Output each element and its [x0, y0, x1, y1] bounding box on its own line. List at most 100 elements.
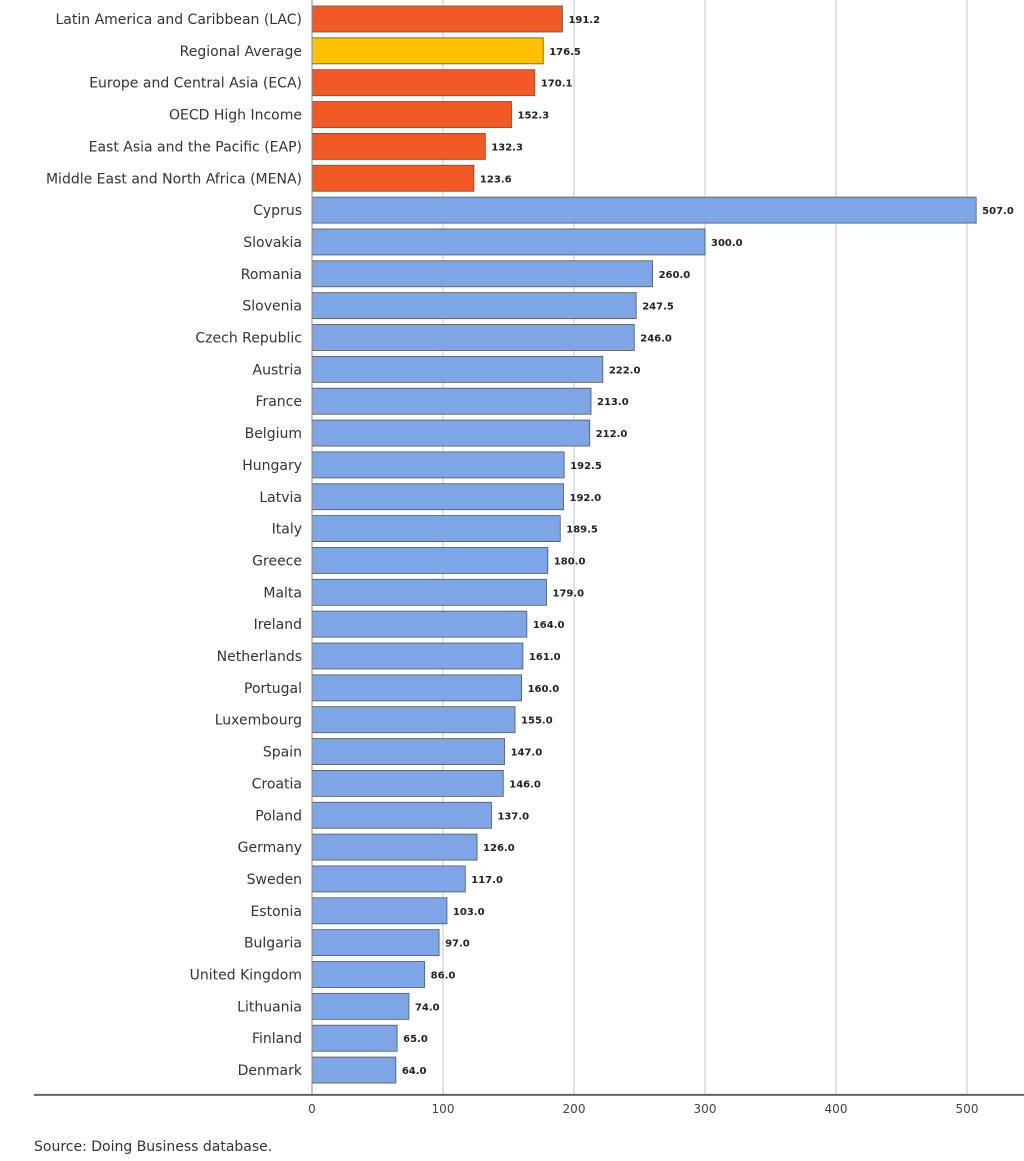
bar [311, 515, 561, 542]
bar [311, 355, 604, 383]
category-label: Spain [263, 745, 302, 761]
category-label: Latin America and Caribbean (LAC) [55, 12, 302, 28]
value-label: 222.0 [609, 365, 641, 376]
bar [311, 547, 549, 574]
bar [311, 164, 475, 192]
value-label: 212.0 [596, 429, 628, 440]
category-label: Romania [241, 267, 302, 283]
bar [311, 642, 524, 670]
bar [311, 1056, 397, 1084]
bar [311, 419, 591, 447]
category-label: Regional Average [180, 44, 302, 60]
value-label: 161.0 [529, 652, 561, 663]
x-tick-label: 500 [956, 1102, 979, 1116]
bar [311, 196, 977, 224]
bar [311, 387, 592, 415]
bar [311, 132, 486, 160]
bar [311, 961, 426, 988]
category-label: Portugal [244, 681, 302, 697]
bar [311, 801, 492, 829]
bar [311, 5, 563, 33]
category-label: Lithuania [237, 999, 302, 1015]
value-label: 146.0 [509, 779, 541, 790]
value-label: 179.0 [552, 588, 584, 599]
x-tick-label: 200 [563, 1102, 586, 1116]
category-label: Greece [252, 553, 302, 569]
x-tick-label: 300 [694, 1102, 717, 1116]
x-tick-label: 0 [308, 1102, 316, 1116]
bar [311, 610, 528, 638]
category-label: Denmark [238, 1063, 303, 1079]
value-label: 147.0 [511, 748, 543, 759]
category-label: Sweden [247, 872, 302, 888]
category-label: Latvia [259, 490, 302, 506]
value-label: 246.0 [640, 334, 672, 345]
bar [311, 101, 512, 128]
category-label: United Kingdom [190, 968, 302, 984]
category-label: France [255, 394, 302, 410]
value-label: 300.0 [711, 238, 743, 249]
value-label: 247.5 [642, 302, 674, 313]
value-label: 126.0 [483, 843, 515, 854]
x-tick-label: 100 [432, 1102, 455, 1116]
bar [311, 260, 654, 288]
category-label: Italy [272, 522, 302, 538]
category-label: Belgium [245, 426, 302, 442]
value-label: 176.5 [549, 47, 581, 58]
bar-chart: Latin America and Caribbean (LAC) Regiona… [34, 0, 1024, 1116]
bar [311, 228, 706, 256]
bar [311, 292, 637, 320]
category-label: Germany [238, 840, 302, 856]
category-label: Bulgaria [244, 936, 302, 952]
value-label: 64.0 [402, 1066, 427, 1077]
bar [311, 451, 565, 479]
bar [311, 706, 516, 734]
value-label: 97.0 [445, 939, 470, 950]
value-label: 192.5 [570, 461, 602, 472]
bar [311, 324, 635, 351]
bar [311, 770, 504, 797]
category-label: Estonia [250, 904, 302, 920]
bar [311, 738, 505, 765]
category-label: Croatia [252, 776, 302, 792]
category-label: Finland [252, 1031, 302, 1047]
value-label: 103.0 [453, 907, 485, 918]
category-label: Poland [255, 808, 302, 824]
category-label: Austria [253, 362, 302, 378]
value-label: 123.6 [480, 174, 512, 185]
category-label: Luxembourg [215, 713, 302, 729]
category-label: OECD High Income [169, 108, 302, 124]
x-tick-label: 400 [825, 1102, 848, 1116]
bar [311, 1024, 398, 1052]
bar [311, 865, 466, 893]
bar [311, 674, 523, 702]
category-label: Czech Republic [195, 331, 302, 347]
value-label: 132.3 [491, 142, 523, 153]
x-axis: 0 100 200 300 400 500 [34, 0, 1024, 1116]
bars [311, 5, 977, 1084]
value-label: 152.3 [518, 111, 550, 122]
category-label: East Asia and the Pacific (EAP) [89, 139, 302, 155]
category-label: Slovenia [242, 299, 302, 315]
bar [311, 37, 544, 65]
value-label: 74.0 [415, 1002, 440, 1013]
category-labels: Latin America and Caribbean (LAC) Regiona… [46, 12, 303, 1079]
category-label: Middle East and North Africa (MENA) [46, 171, 302, 187]
bar [311, 992, 410, 1020]
bar [311, 929, 440, 957]
value-label: 86.0 [431, 971, 456, 982]
bar [311, 69, 536, 97]
category-label: Cyprus [253, 203, 302, 219]
category-label: Slovakia [243, 235, 302, 251]
category-label: Netherlands [217, 649, 302, 665]
value-label: 192.0 [570, 493, 602, 504]
category-label: Europe and Central Asia (ECA) [89, 76, 302, 92]
source-note: Source: Doing Business database. [34, 1139, 273, 1155]
value-label: 170.1 [541, 79, 573, 90]
value-label: 164.0 [533, 620, 565, 631]
bar [311, 833, 478, 861]
value-label: 65.0 [403, 1034, 428, 1045]
value-label: 189.5 [566, 525, 598, 536]
bar [311, 483, 564, 511]
bar [311, 897, 448, 925]
